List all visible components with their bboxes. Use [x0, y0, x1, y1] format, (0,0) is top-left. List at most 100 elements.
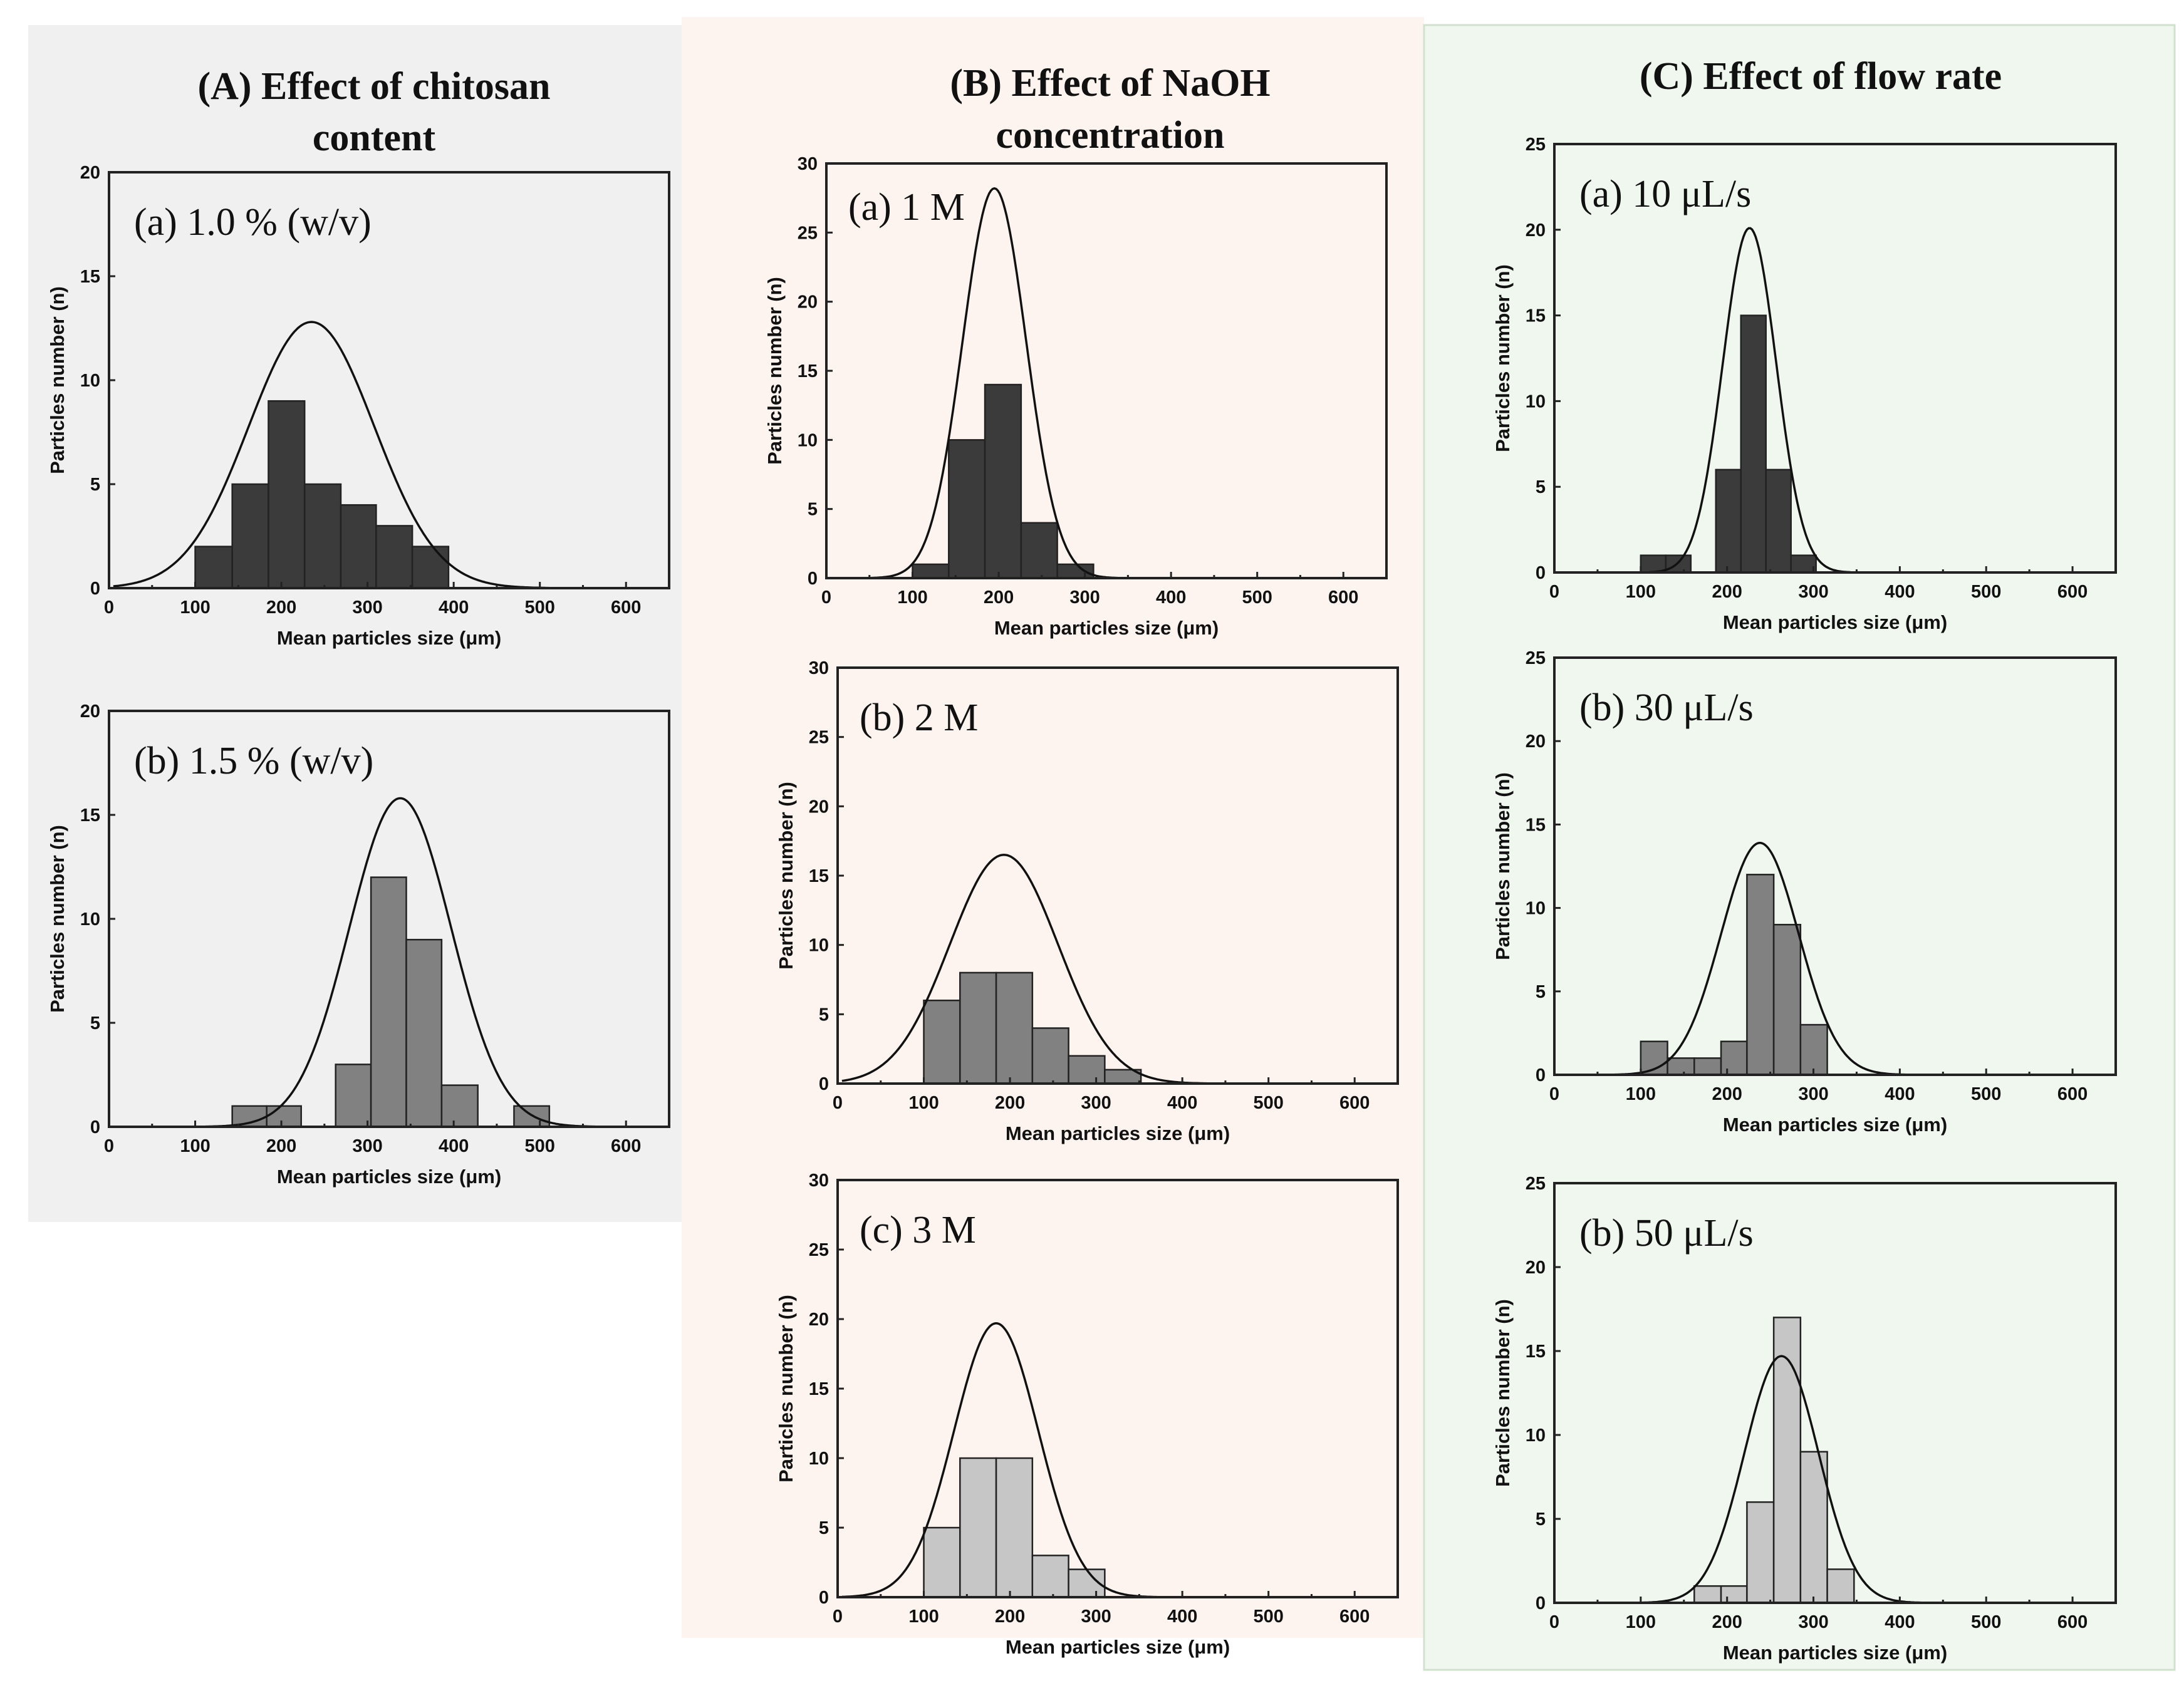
x-tick-label: 600 [611, 1136, 641, 1156]
histogram-panel: 0 100 200 300 400 500 600 0 5 10 15 20 Mean particle… [46, 702, 670, 1188]
x-tick-label: 100 [908, 1093, 939, 1113]
histogram-bar [923, 1526, 961, 1598]
histogram-bar [923, 999, 961, 1085]
x-tick-label: 300 [1798, 1612, 1828, 1632]
histogram-panel: 0 100 200 300 400 500 600 0 5 10 15 20 Mean particle… [46, 163, 670, 649]
y-tick-label: 5 [1536, 477, 1546, 497]
x-axis-label: Mean particles size (μm) [994, 617, 1219, 639]
y-tick-label: 15 [1526, 815, 1546, 835]
x-tick-label: 100 [1626, 1612, 1656, 1632]
x-tick-label: 300 [352, 1136, 382, 1156]
histogram-bar [375, 525, 413, 589]
y-tick-label: 5 [1536, 982, 1546, 1002]
histogram-panel: 0 100 200 300 400 500 600 0 5 10 15 20 25 30 Mean part… [775, 1171, 1399, 1658]
x-axis-label: Mean particles size (μm) [1723, 1114, 1947, 1136]
x-tick-label: 400 [1156, 588, 1186, 608]
histogram-bar [440, 1084, 479, 1128]
x-tick-label: 0 [833, 1607, 843, 1627]
histogram-bar [340, 504, 377, 589]
y-tick-label: 0 [1536, 1065, 1546, 1085]
x-tick-label: 300 [1798, 1084, 1828, 1104]
group-b-title-line1: (B) Effect of NaOH [950, 62, 1270, 105]
x-tick-label: 600 [1328, 588, 1358, 608]
histogram-panel: 0 100 200 300 400 500 600 0 5 10 15 20 25 Mean partic… [1492, 135, 2117, 633]
histogram-bar [1772, 923, 1802, 1076]
histogram-bar [1765, 469, 1792, 574]
histogram-bar [1693, 1585, 1722, 1604]
x-tick-label: 200 [1712, 1084, 1742, 1104]
x-tick-label: 0 [833, 1093, 843, 1113]
y-tick-label: 25 [1526, 135, 1546, 155]
histogram-bar [303, 483, 342, 589]
histogram-bar [194, 546, 233, 589]
x-tick-label: 300 [352, 598, 382, 618]
y-tick-label: 20 [1526, 220, 1546, 241]
y-tick-label: 20 [809, 797, 829, 817]
y-tick-label: 10 [1526, 391, 1546, 412]
y-tick-label: 20 [1526, 732, 1546, 752]
x-tick-label: 400 [439, 1136, 469, 1156]
histogram-bar [1056, 563, 1095, 579]
x-tick-label: 400 [1885, 1612, 1915, 1632]
y-axis-label: Particles number (n) [775, 782, 797, 970]
x-tick-label: 500 [524, 598, 554, 618]
x-tick-label: 400 [1885, 1084, 1915, 1104]
y-tick-label: 15 [809, 866, 829, 886]
histogram-panel: 0 100 200 300 400 500 600 0 5 10 15 20 25 30 Mean part… [764, 154, 1388, 639]
x-axis-label: Mean particles size (μm) [1723, 611, 1947, 633]
x-tick-label: 100 [180, 598, 210, 618]
y-tick-label: 0 [819, 1588, 829, 1608]
y-tick-label: 30 [798, 154, 818, 174]
y-tick-label: 0 [90, 1117, 100, 1137]
histogram-bar [959, 971, 997, 1085]
histogram-bar [948, 439, 986, 579]
y-tick-label: 25 [809, 1240, 829, 1260]
x-tick-label: 500 [1242, 588, 1272, 608]
y-tick-label: 15 [1526, 1342, 1546, 1362]
panel-label: (b) 30 μL/s [1579, 686, 1754, 729]
panel-label: (a) 1 M [848, 186, 965, 229]
x-tick-label: 0 [104, 1136, 114, 1156]
y-tick-label: 10 [809, 936, 829, 956]
x-tick-label: 200 [995, 1607, 1025, 1627]
x-tick-label: 0 [821, 588, 831, 608]
x-axis-label: Mean particles size (μm) [1723, 1642, 1947, 1664]
histogram-bar [370, 876, 407, 1128]
y-tick-label: 20 [798, 293, 818, 313]
x-tick-label: 200 [266, 598, 296, 618]
y-tick-label: 15 [798, 361, 818, 381]
x-tick-label: 100 [1626, 582, 1656, 602]
histogram-bar [1826, 1568, 1855, 1604]
x-tick-label: 500 [1253, 1093, 1283, 1113]
y-axis-label: Particles number (n) [775, 1295, 797, 1483]
x-tick-label: 400 [1167, 1093, 1197, 1113]
panel-label: (c) 3 M [860, 1209, 976, 1251]
y-tick-label: 15 [80, 805, 100, 826]
y-tick-label: 10 [80, 371, 100, 391]
x-tick-label: 500 [524, 1136, 554, 1156]
x-tick-label: 500 [1971, 1084, 2001, 1104]
x-tick-label: 400 [1885, 582, 1915, 602]
x-tick-label: 100 [897, 588, 927, 608]
y-tick-label: 10 [80, 909, 100, 929]
y-tick-label: 10 [1526, 1426, 1546, 1446]
y-tick-label: 20 [809, 1310, 829, 1330]
histogram-bar [1715, 469, 1742, 574]
histogram-bar [1031, 1027, 1069, 1085]
x-tick-label: 400 [1167, 1607, 1197, 1627]
x-axis-label: Mean particles size (μm) [1006, 1122, 1230, 1144]
y-tick-label: 25 [798, 223, 818, 243]
y-tick-label: 15 [809, 1379, 829, 1399]
x-axis-label: Mean particles size (μm) [277, 627, 501, 649]
histogram-bar [1746, 874, 1775, 1076]
histogram-bar [995, 971, 1034, 1085]
panel-label: (b) 50 μL/s [1579, 1212, 1754, 1255]
histogram-bar [1799, 1023, 1828, 1076]
histogram-bar [1740, 314, 1767, 574]
y-axis-label: Particles number (n) [1492, 264, 1514, 452]
histogram-bar [231, 483, 269, 589]
x-tick-label: 500 [1253, 1607, 1283, 1627]
y-tick-label: 20 [80, 163, 100, 183]
panel-label: (a) 1.0 % (w/v) [134, 201, 372, 244]
